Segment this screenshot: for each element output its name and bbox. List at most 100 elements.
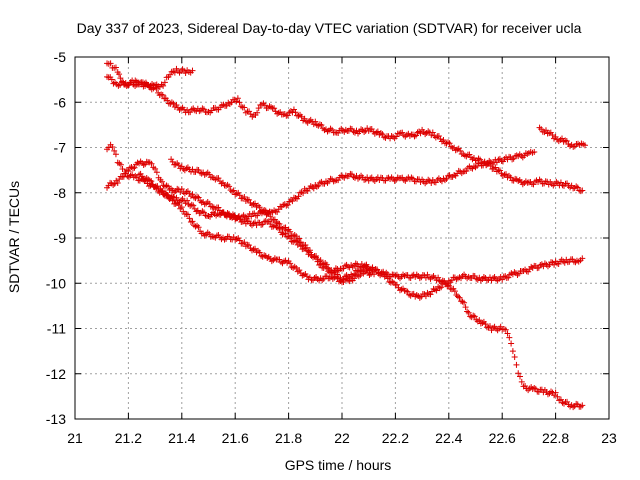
data-point — [175, 162, 182, 169]
x-tick-label: 21.2 — [115, 430, 142, 446]
data-point — [160, 82, 167, 89]
data-point — [164, 97, 171, 104]
data-point — [457, 147, 464, 154]
data-point — [446, 140, 453, 147]
data-point — [215, 175, 222, 182]
data-point — [371, 271, 378, 278]
x-tick-label: 22.2 — [382, 430, 409, 446]
data-point — [559, 135, 566, 142]
data-point — [226, 183, 233, 190]
data-point — [167, 71, 174, 78]
data-point — [440, 137, 447, 144]
data-point — [482, 320, 489, 327]
data-point — [254, 109, 261, 116]
data-point — [502, 326, 509, 333]
data-point — [312, 118, 319, 125]
data-point — [122, 170, 129, 177]
data-point — [108, 76, 115, 83]
data-point — [165, 183, 172, 190]
data-point — [189, 218, 196, 225]
data-point — [293, 233, 300, 240]
data-point — [380, 270, 387, 277]
data-point — [515, 370, 522, 377]
data-point — [265, 209, 272, 216]
series-track-f — [168, 156, 586, 301]
y-tick-label: -8 — [54, 185, 67, 201]
data-point — [513, 361, 520, 368]
data-point — [499, 276, 506, 283]
x-tick-label: 21 — [67, 430, 83, 446]
data-point — [412, 132, 419, 139]
data-point — [111, 147, 118, 154]
y-tick-label: -7 — [54, 140, 67, 156]
data-point — [315, 182, 322, 189]
data-point — [284, 112, 291, 119]
data-point — [241, 193, 248, 200]
data-point — [542, 127, 549, 134]
data-point — [310, 185, 317, 192]
data-point — [429, 129, 436, 136]
series-track-d — [104, 141, 538, 223]
data-point — [184, 211, 191, 218]
data-point — [233, 98, 240, 105]
data-point — [111, 180, 118, 187]
data-point — [148, 160, 155, 167]
data-point — [374, 128, 381, 135]
y-tick-label: -12 — [46, 366, 66, 382]
data-point — [120, 173, 127, 180]
data-point — [236, 192, 243, 199]
data-point — [293, 264, 300, 271]
data-point — [117, 161, 124, 168]
data-point — [517, 373, 523, 380]
data-point — [509, 348, 516, 355]
data-point — [195, 224, 202, 231]
data-point — [256, 204, 263, 211]
series-track-e — [104, 158, 586, 411]
data-point — [451, 288, 458, 295]
data-point — [139, 173, 146, 180]
data-point — [456, 294, 463, 301]
data-point — [557, 396, 564, 403]
y-tick-label: -6 — [54, 94, 67, 110]
data-point — [443, 175, 450, 182]
data-point — [503, 171, 510, 178]
data-points — [104, 60, 588, 411]
data-point — [114, 180, 121, 187]
data-point — [282, 230, 289, 237]
data-point — [462, 304, 469, 311]
data-point — [148, 178, 155, 185]
data-point — [306, 247, 313, 254]
data-point — [245, 196, 252, 203]
data-point — [241, 216, 248, 223]
data-point — [195, 194, 202, 201]
data-point — [215, 204, 222, 211]
data-point — [159, 92, 166, 99]
data-point — [313, 254, 320, 261]
data-point — [486, 323, 493, 330]
data-point — [236, 99, 243, 106]
data-point — [511, 354, 518, 361]
data-point — [158, 178, 165, 185]
data-point — [255, 105, 262, 112]
x-tick-labels: 21 21.2 21.4 21.6 21.8 22 22.2 22.4 22.6 22.8 23 — [67, 430, 617, 446]
data-point — [296, 235, 303, 242]
data-point — [271, 105, 278, 112]
data-point — [422, 293, 429, 300]
data-point — [109, 144, 116, 151]
series-track-c — [536, 124, 588, 150]
data-point — [252, 245, 259, 252]
data-point — [252, 200, 259, 207]
data-point — [256, 249, 263, 256]
data-point — [112, 151, 119, 158]
data-point — [287, 260, 294, 267]
data-point — [506, 334, 513, 341]
data-point — [119, 166, 126, 173]
y-axis-label: SDTVAR / TECUs — [6, 181, 22, 293]
data-point — [303, 273, 310, 280]
x-axis-label: GPS time / hours — [285, 457, 392, 473]
y-tick-label: -10 — [46, 275, 66, 291]
data-point — [153, 169, 160, 176]
data-point — [318, 121, 325, 128]
